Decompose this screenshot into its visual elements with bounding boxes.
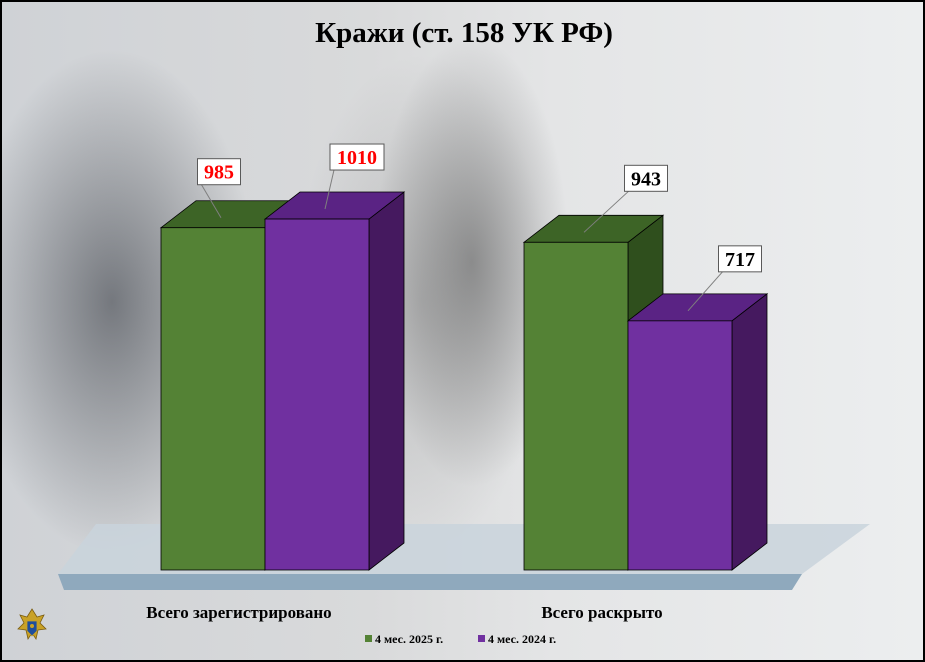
bar-1-0-label-box: [624, 164, 668, 192]
bar-0-1-front: [264, 218, 370, 571]
legend-swatch-2024: [478, 635, 485, 642]
bar-1-1-leader-line: [687, 271, 723, 312]
bar-1-1-data-label: 717: [725, 249, 755, 271]
prosecutor-emblem-icon: [17, 608, 47, 641]
bar-0-0-leader-line: [201, 184, 222, 218]
bar-0-0-label-box: [197, 158, 241, 186]
bar-0-1-leader-line: [324, 169, 335, 210]
bar-1-1-label-box: [718, 245, 762, 273]
bar-0-0-data-label: 985: [204, 162, 234, 184]
bar-0-0-front: [160, 227, 266, 571]
bars-layer: 985 1010 943 717: [159, 143, 769, 571]
chart-title: Кражи (ст. 158 УК РФ): [315, 17, 613, 49]
legend: 4 мес. 2025 г. 4 мес. 2024 г.: [365, 632, 556, 646]
category-label-registered: Всего зарегистрировано: [146, 603, 331, 622]
bar-1-0-leader-line: [583, 190, 629, 233]
chart-floor-edge: [58, 574, 802, 590]
bar-0-1-label-box: [329, 143, 385, 171]
legend-swatch-2025: [365, 635, 372, 642]
bar-1-0-data-label: 943: [631, 168, 661, 190]
bar-1-1-side: [731, 293, 768, 571]
bar-solved-2024: [626, 293, 769, 571]
bar-registered-2024: [263, 191, 406, 571]
bar-0-1-data-label: 1010: [337, 147, 377, 169]
category-label-solved: Всего раскрыто: [541, 603, 662, 622]
bar-0-1-side: [368, 191, 405, 571]
legend-label-2025: 4 мес. 2025 г.: [375, 632, 443, 646]
bar-1-1-front: [627, 320, 733, 571]
legend-label-2024: 4 мес. 2024 г.: [488, 632, 556, 646]
bar-1-0-front: [523, 241, 629, 571]
